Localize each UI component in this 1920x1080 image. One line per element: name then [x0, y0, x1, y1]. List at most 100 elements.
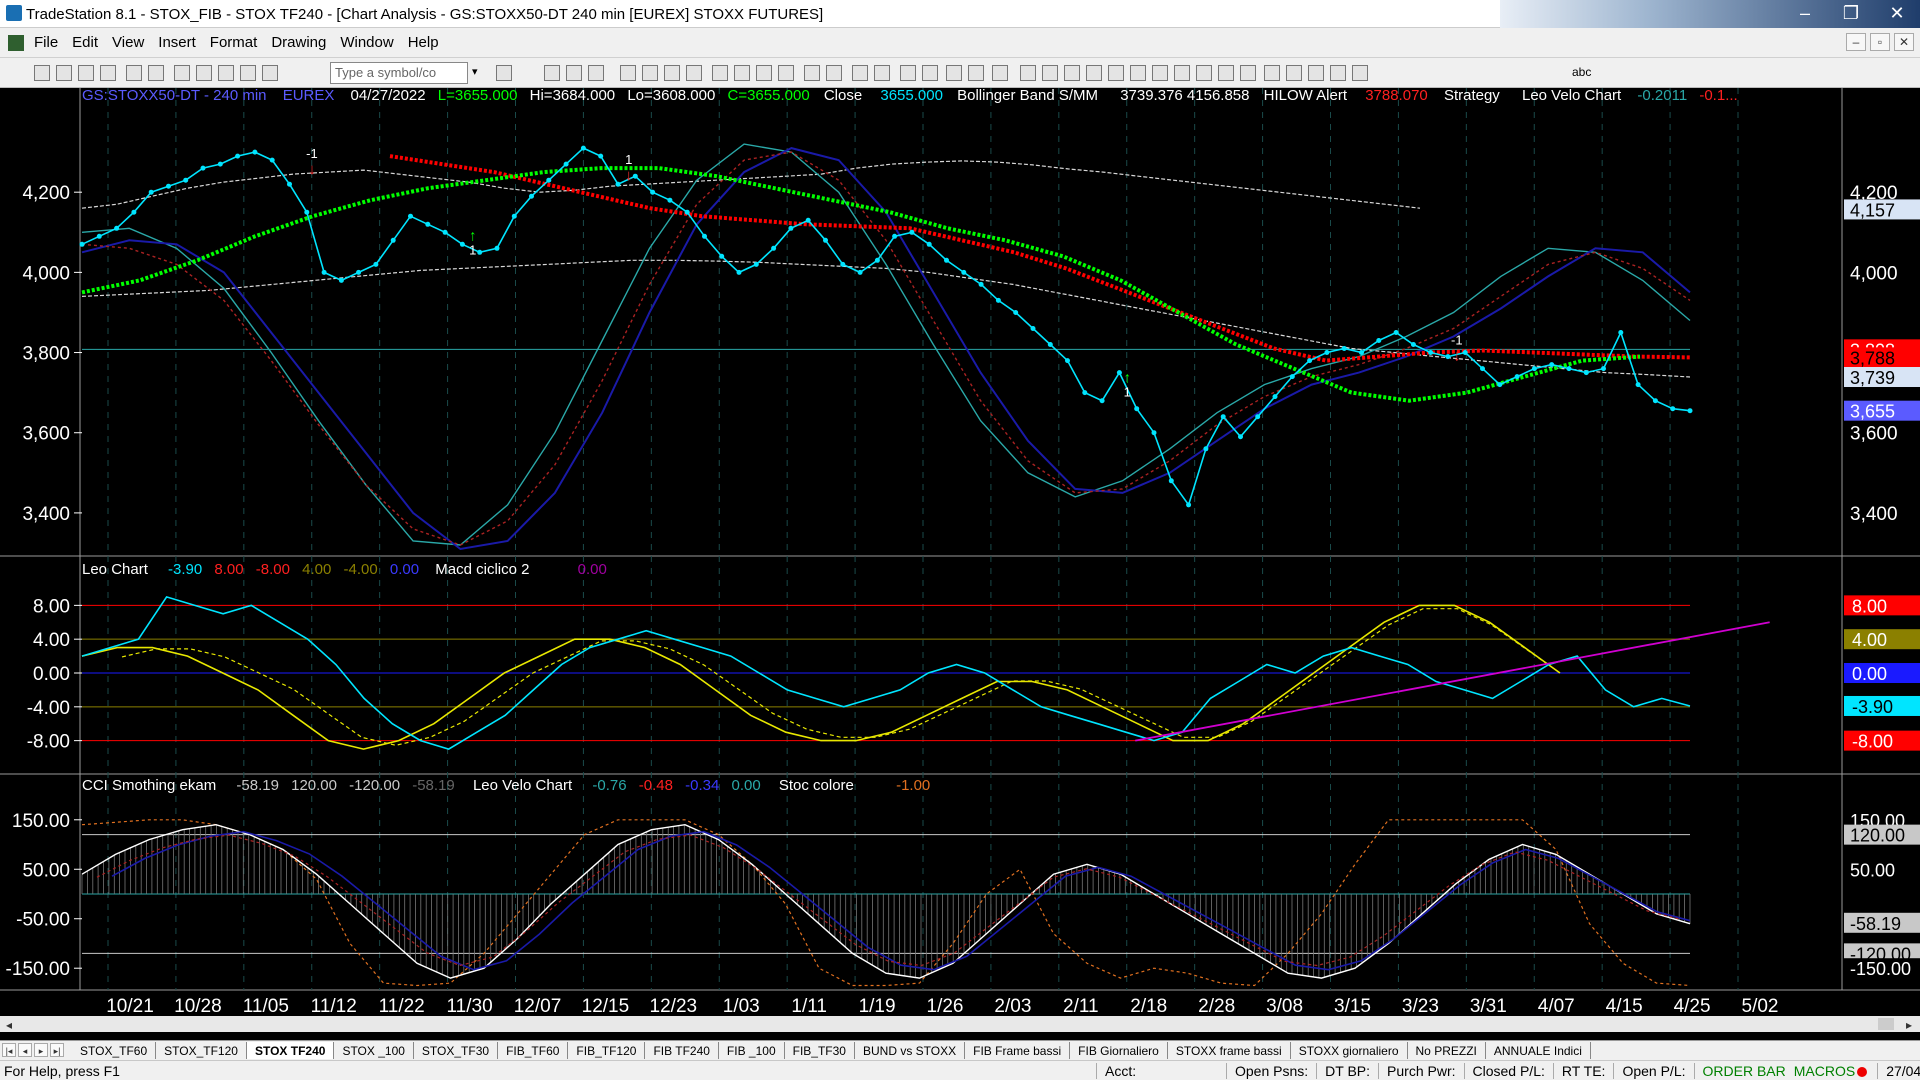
tab-fib-frame-bassi[interactable]: FIB Frame bassi [965, 1042, 1071, 1059]
menu-insert[interactable]: Insert [158, 34, 196, 51]
maximize-button[interactable]: ❐ [1842, 3, 1860, 23]
vertical-line-icon[interactable] [1086, 65, 1102, 81]
mdi-close-button[interactable]: ✕ [1894, 33, 1914, 51]
symbol-lookup-icon[interactable] [496, 65, 512, 81]
chart-scrollbar[interactable]: ◂ ▸ [0, 1016, 1920, 1032]
bar-interval-icon[interactable] [804, 65, 820, 81]
gann-icon[interactable] [1130, 65, 1146, 81]
leo-chart-panel[interactable]: 8.00 4.00 0.00 -4.00 -8.00 8.00 4.00 0.00 -3.90… [27, 561, 1920, 753]
zoom-in-icon[interactable] [852, 65, 868, 81]
cci-panel[interactable]: 150.00 50.00 -50.00 -150.00 150.00 120.00 50.… [6, 777, 1920, 987]
menu-file[interactable]: File [34, 34, 59, 51]
tab-stox-tf60[interactable]: STOX_TF60 [72, 1042, 157, 1059]
data-tip-icon[interactable] [922, 65, 938, 81]
arrow-icon[interactable] [1264, 65, 1280, 81]
mdi-minimize-button[interactable]: – [1846, 33, 1866, 51]
strategy-icon[interactable] [642, 65, 658, 81]
save-icon[interactable] [78, 65, 94, 81]
fibonacci-icon[interactable] [1042, 65, 1058, 81]
links-icon[interactable] [262, 65, 278, 81]
pitchfork-icon[interactable] [1196, 65, 1212, 81]
tab-annuale-indici[interactable]: ANNUALE Indici [1486, 1042, 1591, 1059]
arc-icon[interactable] [1174, 65, 1190, 81]
chart-analysis-window[interactable]: 4,2004,2004,0004,0003,8003,8003,6003,600… [0, 88, 1920, 1050]
ellipse-icon[interactable] [1330, 65, 1346, 81]
chart-window-icon[interactable] [8, 35, 24, 51]
save-all-icon[interactable] [100, 65, 116, 81]
radar-screen-icon[interactable] [566, 65, 582, 81]
price-panel[interactable]: 4,2004,2004,0004,0003,8003,8003,6003,600… [22, 88, 1920, 551]
workspace-grid-icon[interactable] [664, 65, 680, 81]
quick-indicator-icon[interactable] [712, 65, 728, 81]
tab-stoxx-frame-bassi[interactable]: STOXX frame bassi [1168, 1042, 1291, 1059]
tab-bund-vs-stoxx[interactable]: BUND vs STOXX [855, 1042, 966, 1059]
print-preview-icon[interactable] [148, 65, 164, 81]
scroll-left-icon[interactable]: ◂ [6, 1018, 12, 1032]
channel-icon[interactable] [1108, 65, 1124, 81]
insert-analysis-icon[interactable] [734, 65, 750, 81]
scanner-icon[interactable] [620, 65, 636, 81]
chart-analysis-icon[interactable] [544, 65, 560, 81]
open-icon[interactable] [56, 65, 72, 81]
tab-fib-tf30[interactable]: FIB_TF30 [785, 1042, 855, 1059]
news-icon[interactable] [992, 65, 1008, 81]
tab-stox-tf120[interactable]: STOX_TF120 [156, 1042, 247, 1059]
menu-edit[interactable]: Edit [72, 34, 99, 51]
dt-bp-field: DT BP: [1316, 1063, 1378, 1079]
bar-spacing-icon[interactable] [826, 65, 842, 81]
tab-fib-giornaliero[interactable]: FIB Giornaliero [1070, 1042, 1168, 1059]
menu-help[interactable]: Help [407, 34, 439, 51]
regression-icon[interactable] [1218, 65, 1234, 81]
horizontal-line-icon[interactable] [1064, 65, 1080, 81]
menu-view[interactable]: View [112, 34, 145, 51]
lock-icon[interactable] [218, 65, 234, 81]
tab-first-icon[interactable]: |◂ [2, 1043, 16, 1057]
candle-icon[interactable] [778, 65, 794, 81]
tab-fib-tf60[interactable]: FIB_TF60 [498, 1042, 569, 1059]
menu-format[interactable]: Format [209, 34, 258, 51]
cycle-icon[interactable] [1240, 65, 1256, 81]
print-icon[interactable] [126, 65, 142, 81]
tab-stox-tf240[interactable]: STOX TF240 [246, 1042, 335, 1059]
arrow-up-icon[interactable] [1308, 65, 1324, 81]
text-tool[interactable]: abc [1572, 65, 1592, 79]
arrow-down-icon[interactable] [1286, 65, 1302, 81]
close-button[interactable]: ✕ [1889, 3, 1905, 23]
macros-button[interactable]: MACROS [1794, 1063, 1877, 1079]
symbol-dropdown-icon[interactable]: ▾ [472, 66, 478, 78]
tab-fib-tf120[interactable]: FIB_TF120 [568, 1042, 646, 1059]
rectangle-icon[interactable] [1352, 65, 1368, 81]
tab-fib-100[interactable]: FIB _100 [719, 1042, 785, 1059]
tab-fib-tf240[interactable]: FIB TF240 [645, 1042, 719, 1059]
time-axis-tick-label: 12/07 [514, 996, 562, 1017]
mdi-controls: – ▫ ✕ [1846, 33, 1914, 51]
matrix-icon[interactable] [588, 65, 604, 81]
speed-lines-icon[interactable] [1152, 65, 1168, 81]
tab-stox-tf30[interactable]: STOX_TF30 [414, 1042, 499, 1059]
menu-window[interactable]: Window [340, 34, 394, 51]
pointer-icon[interactable] [900, 65, 916, 81]
tab-prev-icon[interactable]: ◂ [18, 1043, 32, 1057]
menu-drawing[interactable]: Drawing [271, 34, 327, 51]
mdi-restore-button[interactable]: ▫ [1870, 33, 1890, 51]
zoom-out-icon[interactable] [874, 65, 890, 81]
trendline-icon[interactable] [1020, 65, 1036, 81]
new-icon[interactable] [34, 65, 50, 81]
workspace-icon[interactable] [196, 65, 212, 81]
format-icon[interactable] [968, 65, 984, 81]
symbol-input[interactable]: Type a symbol/co [330, 62, 468, 84]
tab-no-prezzi[interactable]: No PREZZI [1408, 1042, 1486, 1059]
tools-icon[interactable] [946, 65, 962, 81]
scroll-thumb[interactable] [1878, 1018, 1894, 1030]
tab-next-icon[interactable]: ▸ [34, 1043, 48, 1057]
tab-stoxx-giornaliero[interactable]: STOXX giornaliero [1291, 1042, 1408, 1059]
tab-stox-100[interactable]: STOX _100 [334, 1042, 414, 1059]
scroll-right-icon[interactable]: ▸ [1906, 1018, 1912, 1032]
macro-icon[interactable] [240, 65, 256, 81]
window-icon[interactable] [174, 65, 190, 81]
tab-last-icon[interactable]: ▸| [50, 1043, 64, 1057]
bar-chart-icon[interactable] [756, 65, 772, 81]
layout-icon[interactable] [686, 65, 702, 81]
order-bar-button[interactable]: ORDER BAR [1693, 1063, 1794, 1079]
minimize-button[interactable]: – [1799, 3, 1810, 23]
